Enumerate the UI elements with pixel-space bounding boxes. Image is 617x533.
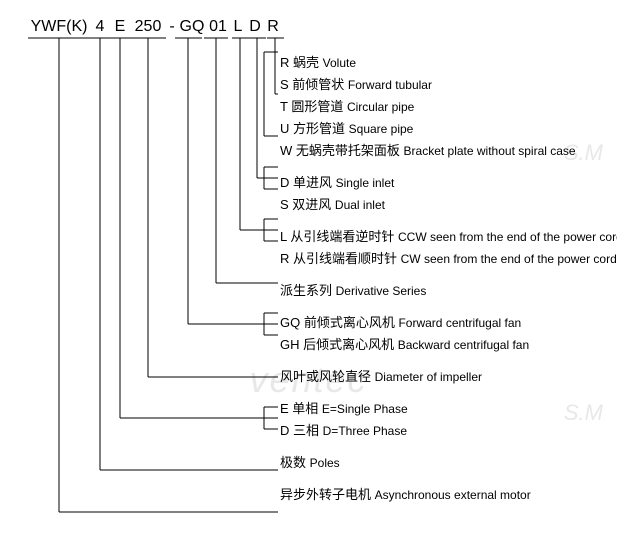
desc-line: 异步外转子电机 Asynchronous external motor bbox=[280, 484, 617, 506]
code-segment: YWF(K) bbox=[28, 18, 90, 36]
code-segment: D bbox=[246, 18, 264, 36]
code-segment: GQ bbox=[178, 18, 206, 36]
desc-line: S 前倾管状 Forward tubular bbox=[280, 74, 617, 96]
desc-line: S 双进风 Dual inlet bbox=[280, 194, 617, 216]
desc-line: D 单进风 Single inlet bbox=[280, 172, 617, 194]
desc-group: 极数 Poles bbox=[280, 452, 617, 474]
code-segment: E bbox=[110, 18, 130, 36]
desc-group: 派生系列 Derivative Series bbox=[280, 280, 617, 302]
desc-group: 风叶或风轮直径 Diameter of impeller bbox=[280, 366, 617, 388]
description-column: R 蜗壳 VoluteS 前倾管状 Forward tubularT 圆形管道 … bbox=[280, 52, 617, 516]
desc-line: D 三相 D=Three Phase bbox=[280, 420, 617, 442]
code-segment: - bbox=[166, 18, 178, 36]
code-segment: R bbox=[264, 18, 282, 36]
desc-group: D 单进风 Single inletS 双进风 Dual inlet bbox=[280, 172, 617, 216]
model-code-row: YWF(K)4E250-GQ01LDR bbox=[28, 18, 282, 36]
desc-line: W 无蜗壳带托架面板 Bracket plate without spiral … bbox=[280, 140, 617, 162]
desc-group: 异步外转子电机 Asynchronous external motor bbox=[280, 484, 617, 506]
desc-line: GQ 前倾式离心风机 Forward centrifugal fan bbox=[280, 312, 617, 334]
desc-line: L 从引线端看逆时针 CCW seen from the end of the … bbox=[280, 226, 617, 248]
code-segment: 01 bbox=[206, 18, 230, 36]
desc-line: 风叶或风轮直径 Diameter of impeller bbox=[280, 366, 617, 388]
desc-line: T 圆形管道 Circular pipe bbox=[280, 96, 617, 118]
desc-line: R 蜗壳 Volute bbox=[280, 52, 617, 74]
desc-line: 派生系列 Derivative Series bbox=[280, 280, 617, 302]
desc-group: GQ 前倾式离心风机 Forward centrifugal fanGH 后倾式… bbox=[280, 312, 617, 356]
desc-group: R 蜗壳 VoluteS 前倾管状 Forward tubularT 圆形管道 … bbox=[280, 52, 617, 162]
desc-line: U 方形管道 Square pipe bbox=[280, 118, 617, 140]
code-segment: 4 bbox=[90, 18, 110, 36]
desc-group: L 从引线端看逆时针 CCW seen from the end of the … bbox=[280, 226, 617, 270]
desc-group: E 单相 E=Single PhaseD 三相 D=Three Phase bbox=[280, 398, 617, 442]
desc-line: 极数 Poles bbox=[280, 452, 617, 474]
desc-line: R 从引线端看顺时针 CW seen from the end of the p… bbox=[280, 248, 617, 270]
desc-line: E 单相 E=Single Phase bbox=[280, 398, 617, 420]
desc-line: GH 后倾式离心风机 Backward centrifugal fan bbox=[280, 334, 617, 356]
code-segment: 250 bbox=[130, 18, 166, 36]
code-segment: L bbox=[230, 18, 246, 36]
